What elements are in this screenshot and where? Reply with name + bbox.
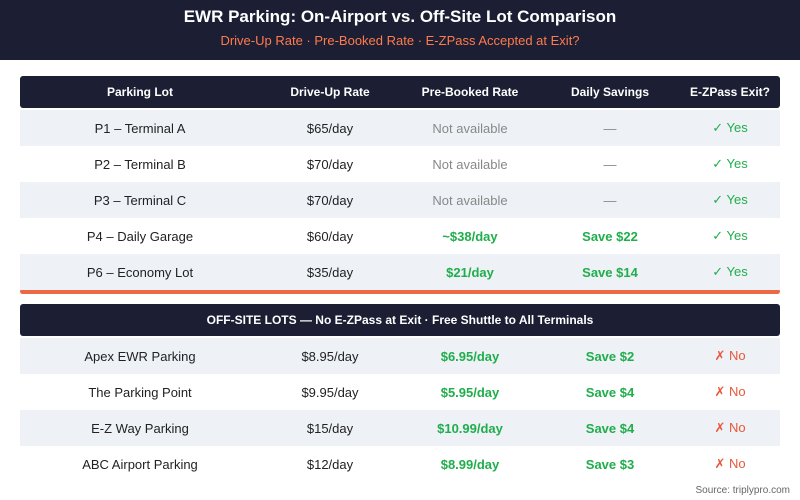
table-cell: P4 – Daily Garage [86,228,194,244]
source: Source: triplypro.com [695,485,790,496]
column-label: E-ZPass Exit? [689,85,771,99]
table-cell: ✓ Yes [712,264,748,279]
table-cell: — [603,120,617,136]
table-cell: $70/day [306,192,354,208]
table-cell: Not available [432,120,508,136]
table-cell: $15/day [306,420,354,436]
section-header: OFF-SITE LOTS — No E-ZPass at Exit · Fre… [20,304,780,336]
table-cell: Not available [432,156,508,172]
table-cell: ~$38/day [442,228,498,244]
table-row: P4 – Daily Garage $60/day ~$38/day Save $22… [20,218,780,254]
table-cell: Save $22 [582,228,638,244]
table-cell: Save $4 [585,384,635,400]
table-row: P2 – Terminal B $70/day Not available — ✓ Ye… [20,146,780,182]
table-cell: — [603,156,617,172]
header-band: EWR Parking: On-Airport vs. Off-Site Lot… [0,0,800,60]
table-cell: P3 – Terminal C [93,192,187,208]
table-cell: $8.95/day [301,348,359,364]
table-cell: $21/day [446,264,494,280]
table-cell: $10.99/day [437,420,503,436]
column-label: Daily Savings [570,85,650,99]
table-row: Apex EWR Parking $8.95/day $6.95/day Save $… [20,338,780,374]
table-cell: ✗ No [714,348,746,363]
table-cell: ✓ Yes [712,192,748,207]
table-cell: P2 – Terminal B [94,156,186,172]
divider [20,289,780,294]
table-cell: ✗ No [714,384,746,399]
column-label: Pre-Booked Rate [421,85,519,99]
table-cell: Not available [432,192,508,208]
table-cell: E-Z Way Parking [91,420,189,436]
table-cell: $8.99/day [440,456,500,472]
table-cell: $12/day [306,456,354,472]
table-row: P1 – Terminal A $65/day Not available — ✓ Ye… [20,110,780,146]
table-cell: $65/day [306,120,354,136]
table-cell: ABC Airport Parking [82,456,198,472]
table-cell: ✓ Yes [712,120,748,135]
table-cell: Save $2 [585,348,635,364]
table-cell: Save $14 [582,264,638,280]
table-cell: $35/day [306,264,354,280]
table-cell: The Parking Point [88,384,192,400]
table-cell: $6.95/day [440,348,500,364]
table-cell: — [603,192,617,208]
table-cell: Save $4 [585,420,635,436]
table-cell: P1 – Terminal A [94,120,186,136]
table-cell: $9.95/day [301,384,359,400]
table-cell: $60/day [306,228,354,244]
table-cell: ✗ No [714,456,746,471]
column-header: Parking Lot Drive-Up Rate Pre-Booked Rate D… [20,76,780,108]
title: EWR Parking: On-Airport vs. Off-Site Lot… [183,7,617,26]
table-cell: Apex EWR Parking [84,348,196,364]
column-label: Drive-Up Rate [290,85,370,99]
table-row: ABC Airport Parking $12/day $8.99/day Save … [20,446,780,482]
table-cell: ✗ No [714,420,746,435]
table-cell: Save $3 [585,456,635,472]
table-cell: ✓ Yes [712,156,748,171]
table-row: P3 – Terminal C $70/day Not available — ✓ Ye… [20,182,780,218]
table-cell: ✓ Yes [712,228,748,243]
table-cell: $70/day [306,156,354,172]
table-cell: P6 – Economy Lot [86,264,194,280]
column-label: Parking Lot [106,85,173,99]
section-heading: OFF-SITE LOTS — No E-ZPass at Exit · Fre… [206,313,594,327]
subtitle: Drive-Up Rate · Pre-Booked Rate · E-ZPas… [220,33,580,48]
table-row: E-Z Way Parking $15/day $10.99/day Save $4 ✗… [20,410,780,446]
table-cell: $5.95/day [440,384,500,400]
table-row: P6 – Economy Lot $35/day $21/day Save $14 ✓ … [20,254,780,290]
table-row: The Parking Point $9.95/day $5.95/day Save … [20,374,780,410]
